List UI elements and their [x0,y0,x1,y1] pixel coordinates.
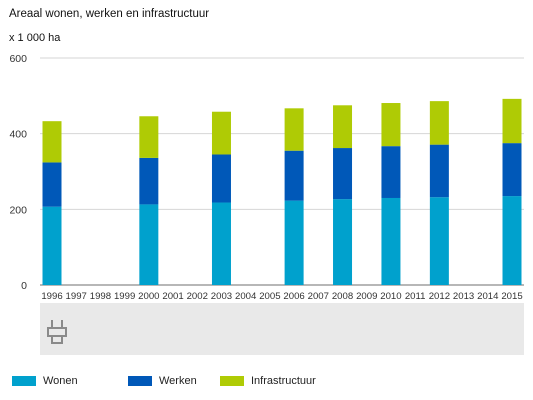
source-band [40,303,524,355]
legend-label: Werken [159,375,197,387]
bar-wonen-2010 [381,197,401,285]
cbs-logo-icon [47,320,67,344]
x-axis: 1996 1997 1998 1999 2000 2001 2002 2003 2004 2005… [41,291,522,300]
bar-infrastructuur-2006 [284,108,304,151]
x-tick-label: 2002 [187,291,208,300]
legend-label: Infrastructuur [251,375,316,387]
legend-swatch [220,376,244,386]
x-tick-label: 2001 [162,291,183,300]
bar-werken-2000 [139,157,159,205]
bars [42,98,522,285]
x-tick-label: 2004 [235,291,257,300]
x-tick-label: 2010 [380,291,401,300]
x-tick-label: 2013 [453,291,474,300]
x-tick-label: 1997 [66,291,87,300]
x-tick-label: 2007 [308,291,329,300]
y-axis: 0 200 400 600 [9,53,27,292]
bar-werken-2003 [211,154,231,203]
legend-swatch [128,376,152,386]
bar-infrastructuur-2003 [211,111,231,155]
bar-werken-2012 [429,144,449,198]
x-tick-label: 1999 [114,291,135,300]
bar-infrastructuur-2015 [502,98,522,144]
x-tick-label: 2005 [259,291,280,300]
x-tick-label: 2015 [501,291,522,300]
y-tick-label: 200 [9,204,27,216]
y-tick-label: 400 [9,129,27,141]
bar-infrastructuur-2008 [333,105,353,149]
bar-wonen-2003 [211,202,231,285]
bar-infrastructuur-1996 [42,121,62,163]
x-tick-label: 2008 [332,291,353,300]
x-tick-label: 2011 [405,291,426,300]
bar-werken-2015 [502,143,522,197]
x-tick-label: 2009 [356,291,377,300]
bar-infrastructuur-2012 [429,101,449,145]
y-tick-label: 0 [21,280,27,292]
bar-wonen-2000 [139,204,159,285]
bar-werken-2010 [381,146,401,198]
bar-infrastructuur-2000 [139,116,159,158]
legend-label: Wonen [43,375,78,387]
bar-wonen-2015 [502,196,522,285]
y-axis-unit: x 1 000 ha [9,32,61,44]
chart-title: Areaal wonen, werken en infrastructuur [9,8,210,20]
bar-werken-1996 [42,162,62,207]
x-tick-label: 2003 [211,291,232,300]
bar-wonen-2012 [429,197,449,285]
bar-wonen-2006 [284,200,304,285]
grid-lines [40,57,524,286]
x-tick-label: 2006 [283,291,304,300]
bar-werken-2008 [333,148,353,200]
bar-infrastructuur-2010 [381,103,401,147]
bar-wonen-2008 [333,199,353,285]
x-tick-label: 2012 [429,291,450,300]
bar-wonen-1996 [42,206,62,285]
bar-werken-2006 [284,150,304,201]
y-tick-label: 600 [9,53,27,65]
x-tick-label: 2000 [138,291,159,300]
x-tick-label: 2014 [477,291,499,300]
legend-swatch [12,376,36,386]
x-tick-label: 1998 [90,291,111,300]
x-tick-label: 1996 [41,291,62,300]
